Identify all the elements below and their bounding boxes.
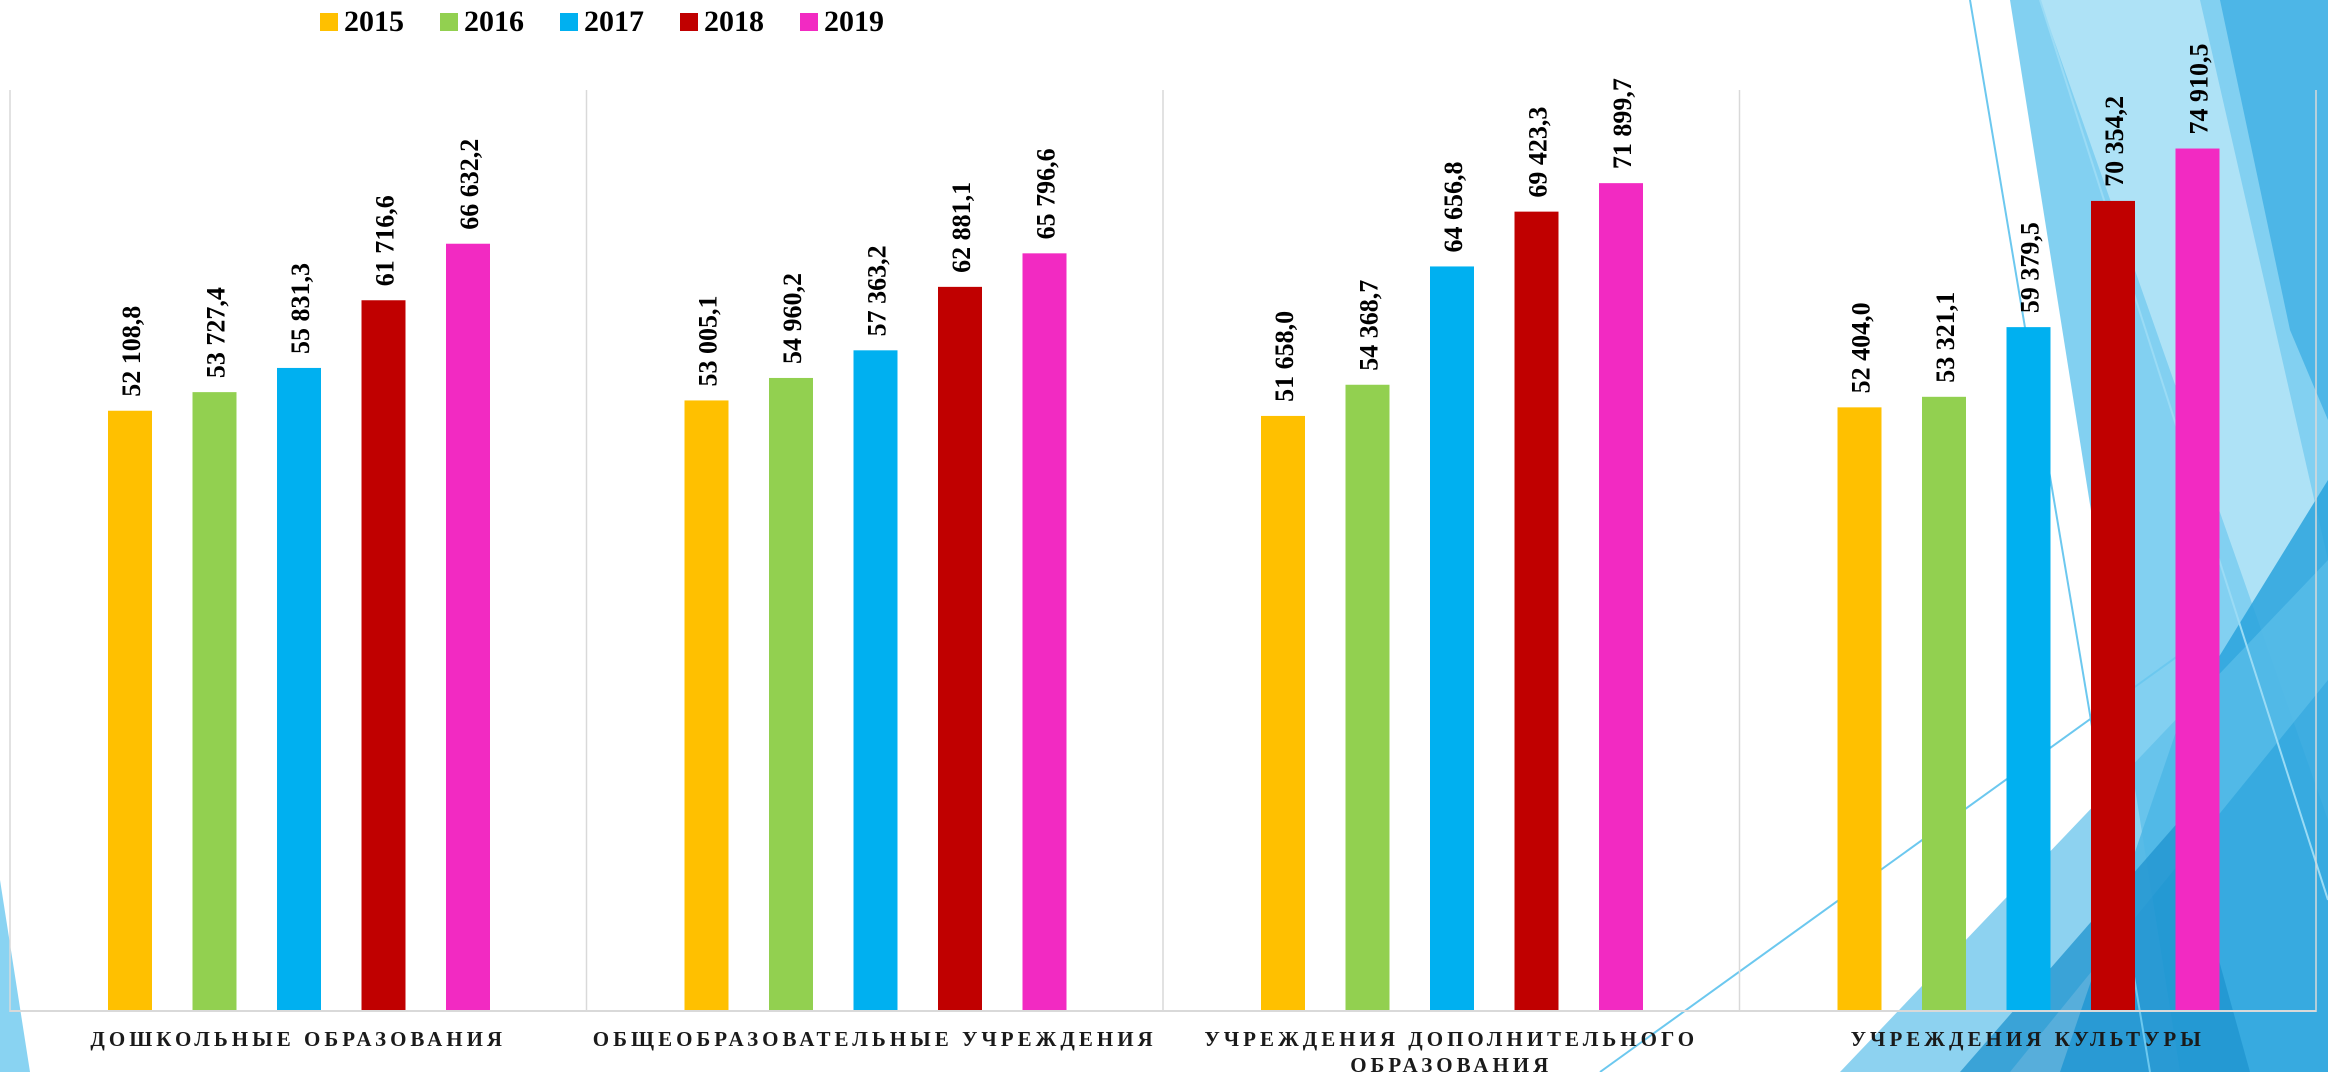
data-label: 53 005,1 bbox=[694, 295, 723, 386]
data-label: 66 632,2 bbox=[455, 139, 484, 230]
data-label: 69 423,3 bbox=[1524, 107, 1553, 198]
legend-item-2018: 2018 bbox=[680, 5, 764, 39]
data-label: 52 404,0 bbox=[1847, 302, 1876, 393]
bar-2016-1 bbox=[192, 392, 237, 1010]
legend-swatch bbox=[800, 13, 818, 31]
bar-2018-3 bbox=[1514, 211, 1559, 1010]
data-label: 61 716,6 bbox=[371, 195, 400, 286]
bar-2016-2 bbox=[769, 377, 813, 1010]
bar-2015-3 bbox=[1261, 415, 1305, 1011]
bar-2019-2 bbox=[1022, 253, 1067, 1010]
data-label: 65 796,6 bbox=[1032, 148, 1061, 239]
bar-2019-3 bbox=[1599, 183, 1643, 1010]
bar-2017-3 bbox=[1430, 266, 1474, 1011]
legend-swatch bbox=[560, 13, 578, 31]
legend-swatch bbox=[440, 13, 458, 31]
data-label: 57 363,2 bbox=[863, 245, 892, 336]
bar-2015-1 bbox=[108, 410, 152, 1011]
bar-2019-1 bbox=[446, 243, 490, 1010]
data-label: 55 831,3 bbox=[286, 263, 315, 354]
chart-legend: 2015 2016 2017 2018 2019 bbox=[320, 2, 884, 42]
legend-item-2016: 2016 bbox=[440, 5, 524, 39]
bar-2015-4 bbox=[1837, 407, 1882, 1010]
legend-item-2019: 2019 bbox=[800, 5, 884, 39]
category-label: ДОШКОЛЬНЫЕ ОБРАЗОВАНИЯ bbox=[90, 1027, 506, 1051]
data-label: 54 368,7 bbox=[1355, 280, 1384, 371]
data-label: 71 899,7 bbox=[1608, 78, 1637, 169]
bar-2017-4 bbox=[2006, 327, 2051, 1010]
bar-2017-1 bbox=[277, 367, 321, 1010]
bar-2015-2 bbox=[684, 400, 729, 1010]
legend-swatch bbox=[320, 13, 338, 31]
data-label: 59 379,5 bbox=[2016, 222, 2045, 313]
bar-2018-4 bbox=[2091, 200, 2135, 1010]
legend-label: 2018 bbox=[704, 5, 764, 38]
category-label: УЧРЕЖДЕНИЯ КУЛЬТУРЫ bbox=[1851, 1027, 2205, 1051]
bar-2018-1 bbox=[361, 300, 406, 1010]
category-label: ОБЩЕОБРАЗОВАТЕЛЬНЫЕ УЧРЕЖДЕНИЯ bbox=[593, 1027, 1157, 1051]
bar-2019-4 bbox=[2175, 148, 2220, 1011]
data-label: 74 910,5 bbox=[2185, 44, 2214, 135]
data-label: 64 656,8 bbox=[1439, 161, 1468, 252]
legend-label: 2016 bbox=[464, 5, 524, 38]
category-label: УЧРЕЖДЕНИЯ ДОПОЛНИТЕЛЬНОГО ОБРАЗОВАНИЯ bbox=[1204, 1027, 1698, 1072]
bar-2016-4 bbox=[1922, 396, 1966, 1010]
data-label: 51 658,0 bbox=[1270, 311, 1299, 402]
data-label: 54 960,2 bbox=[778, 273, 807, 364]
legend-label: 2019 bbox=[824, 5, 884, 38]
legend-label: 2015 bbox=[344, 5, 404, 38]
data-label: 53 321,1 bbox=[1931, 292, 1960, 383]
legend-item-2015: 2015 bbox=[320, 5, 404, 39]
data-label: 53 727,4 bbox=[202, 287, 231, 378]
legend-item-2017: 2017 bbox=[560, 5, 644, 39]
legend-swatch bbox=[680, 13, 698, 31]
legend-label: 2017 bbox=[584, 5, 644, 38]
bar-2018-2 bbox=[938, 286, 982, 1011]
data-label: 70 354,2 bbox=[2100, 96, 2129, 187]
data-label: 62 881,1 bbox=[947, 182, 976, 273]
bar-2017-2 bbox=[853, 350, 898, 1010]
bar-2016-3 bbox=[1345, 384, 1390, 1010]
data-label: 52 108,8 bbox=[117, 306, 146, 397]
